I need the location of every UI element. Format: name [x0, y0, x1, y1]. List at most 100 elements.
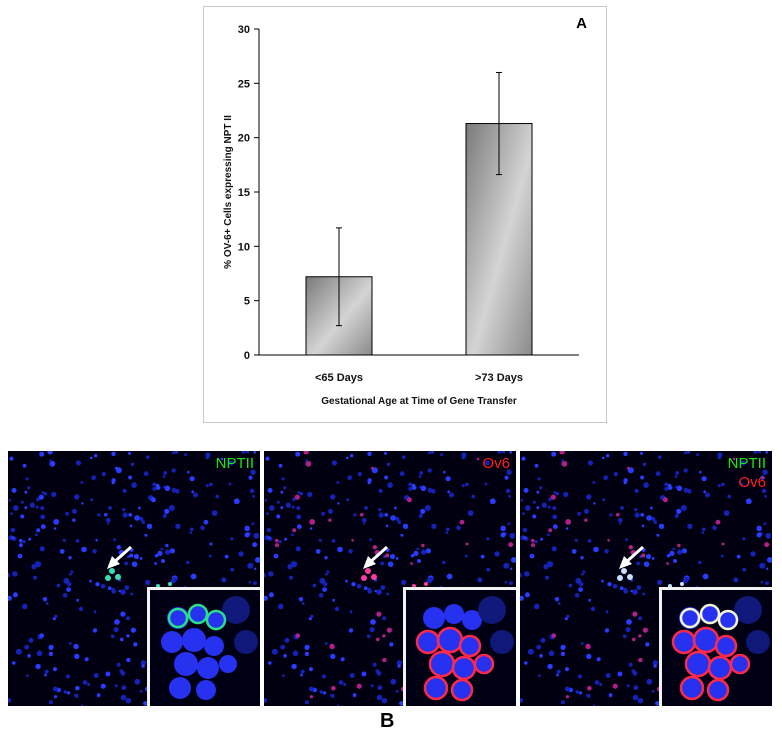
- inset-nucleus: [706, 678, 730, 702]
- nucleus-dot: [545, 575, 549, 580]
- nucleus-dot: [464, 554, 468, 558]
- nucleus-dot: [721, 542, 725, 546]
- inset-nucleus: [197, 657, 219, 679]
- nucleus-dot: [677, 549, 683, 555]
- inset-nucleus: [714, 634, 738, 658]
- nucleus-dot: [540, 637, 546, 643]
- nucleus-dot: [539, 486, 543, 490]
- nucleus-dot: [662, 497, 668, 503]
- nucleus-dot: [346, 456, 349, 460]
- inset-nucleus: [458, 634, 482, 658]
- nucleus-dot: [447, 490, 451, 494]
- nucleus-dot: [632, 611, 638, 617]
- nucleus-dot: [169, 548, 175, 554]
- nucleus-dot: [264, 595, 268, 601]
- nucleus-dot: [220, 457, 224, 461]
- nucleus-dot: [264, 573, 266, 578]
- nucleus-dot: [228, 482, 232, 486]
- nucleus-dot: [599, 683, 603, 686]
- nucleus-dot: [421, 543, 425, 548]
- nucleus-dot: [628, 662, 633, 667]
- inset-nucleus: [684, 650, 712, 678]
- nucleus-dot: [357, 472, 362, 477]
- nucleus-dot: [40, 514, 46, 520]
- nucleus-dot: [253, 532, 260, 539]
- nucleus-dot: [113, 627, 119, 633]
- panel-letter-a: A: [576, 15, 587, 32]
- y-tick-label: 30: [238, 24, 250, 36]
- nucleus-dot: [139, 690, 143, 693]
- nucleus-dot: [336, 481, 340, 484]
- nucleus-dot: [733, 577, 739, 583]
- nucleus-dot: [761, 488, 767, 494]
- nucleus-dot: [626, 684, 630, 688]
- nucleus-dot: [564, 667, 570, 672]
- nucleus-dot: [587, 539, 592, 543]
- nucleus-dot: [552, 514, 558, 520]
- nucleus-dot: [531, 538, 535, 543]
- nucleus-dot: [376, 637, 380, 642]
- stained-cell: [109, 568, 115, 574]
- nucleus-dot: [586, 494, 592, 500]
- nucleus-dot: [154, 554, 159, 558]
- stained-cell: [371, 574, 377, 580]
- nucleus-dot: [307, 491, 313, 498]
- arrow-icon: [363, 545, 389, 569]
- nucleus-dot: [446, 573, 453, 580]
- nucleus-dot: [11, 536, 15, 540]
- nucleus-dot: [36, 528, 41, 533]
- nucleus-dot: [39, 546, 45, 552]
- nucleus-dot: [477, 577, 483, 583]
- panel-letter-b: B: [380, 710, 395, 732]
- nucleus-dot: [556, 669, 561, 674]
- nucleus-dot: [328, 518, 332, 522]
- nucleus-dot: [300, 673, 303, 677]
- nucleus-dot: [283, 654, 287, 658]
- inset-nptii-ring: [717, 609, 739, 631]
- nucleus-dot: [25, 477, 29, 481]
- nucleus-dot: [602, 498, 605, 502]
- nucleus-dot: [605, 610, 609, 614]
- inset-nucleus: [428, 650, 456, 678]
- nucleus-dot: [139, 516, 144, 521]
- stained-cell: [627, 574, 633, 580]
- nucleus-dot: [312, 583, 317, 588]
- nucleus-dot: [66, 674, 71, 679]
- nucleus-dot: [67, 691, 71, 695]
- nucleus-dot: [623, 451, 628, 457]
- nucleus-dot: [203, 519, 209, 525]
- arrow-icon: [107, 545, 133, 569]
- nucleus-dot: [411, 483, 416, 488]
- nucleus-dot: [363, 586, 368, 591]
- y-tick-label: 25: [238, 78, 250, 90]
- y-tick-label: 0: [244, 350, 250, 362]
- nucleus-dot: [520, 499, 524, 502]
- nucleus-dot: [696, 453, 699, 457]
- nucleus-dot: [638, 616, 643, 621]
- nucleus-dot: [645, 553, 652, 560]
- nucleus-dot: [745, 498, 752, 505]
- nucleus-dot: [394, 506, 397, 510]
- nucleus-dot: [376, 589, 382, 595]
- nucleus-dot: [33, 575, 37, 580]
- nucleus-dot: [416, 547, 420, 551]
- nucleus-dot: [369, 627, 375, 633]
- y-tick-label: 20: [238, 133, 250, 145]
- nucleus-dot: [189, 476, 195, 482]
- nucleus-dot: [300, 669, 305, 674]
- nucleus-dot: [351, 582, 356, 587]
- nucleus-dot: [701, 476, 707, 482]
- nucleus-dot: [343, 683, 347, 686]
- nucleus-dot: [81, 502, 84, 505]
- nucleus-dot: [389, 553, 396, 560]
- nucleus-dot: [387, 482, 393, 488]
- nucleus-dot: [282, 674, 285, 677]
- nucleus-dot: [294, 494, 300, 500]
- nucleus-dot: [133, 553, 140, 560]
- nucleus-dot: [653, 520, 658, 524]
- nucleus-dot: [82, 680, 88, 685]
- nucleus-dot: [146, 523, 153, 529]
- nucleus-dot: [120, 637, 124, 642]
- nucleus-dot: [205, 484, 209, 488]
- nucleus-dot: [429, 451, 434, 454]
